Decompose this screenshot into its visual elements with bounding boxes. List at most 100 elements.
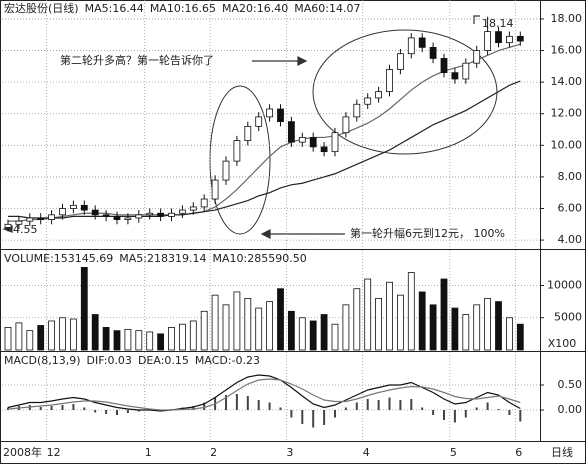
volume-bar (146, 331, 154, 351)
header-value: MA10:285590.50 (212, 252, 306, 265)
candle-body (157, 212, 165, 217)
volume-bar (15, 322, 23, 351)
volume-bar (407, 272, 415, 351)
volume-bar (124, 328, 132, 351)
volume-bar (375, 297, 383, 351)
volume-bar (484, 297, 492, 351)
candle-body (200, 198, 208, 208)
candle-body (516, 35, 524, 42)
candle-body (26, 217, 34, 222)
arrow-head (260, 229, 271, 239)
candle-body (451, 72, 459, 80)
y-tick-label: 8.00 (558, 170, 583, 183)
header-value: MA5:218319.14 (119, 252, 206, 265)
candle-body (462, 62, 470, 80)
candle-body (484, 31, 492, 51)
volume-bar (80, 267, 88, 351)
volume-bar (495, 301, 502, 351)
candle-body (353, 103, 361, 118)
volume-bar (200, 310, 208, 351)
candle-body (364, 97, 372, 105)
volume-bar (429, 304, 437, 351)
volume-bar (168, 327, 175, 351)
header-value: MACD:-0.23 (195, 354, 260, 367)
volume-bar (266, 301, 274, 351)
volume-bar (222, 304, 230, 351)
candle-body (266, 108, 274, 118)
volume-bar (516, 323, 524, 351)
volume-bar (113, 330, 121, 351)
volume-bar (353, 288, 361, 351)
candle-body (178, 209, 186, 214)
unit-label: X100 (548, 337, 577, 350)
panel-title: 宏达股份(日线) (4, 1, 79, 15)
volume-bar (91, 314, 99, 351)
volume-bar (440, 278, 448, 351)
volume-bar (4, 327, 12, 351)
candle-body (396, 53, 404, 70)
volume-bar (59, 317, 66, 351)
volume-bar (298, 317, 306, 351)
y-tick-label: 18.00 (551, 12, 583, 25)
x-tick-label: 1 (145, 446, 152, 459)
candle-body (168, 212, 175, 217)
candle-body (298, 137, 306, 143)
volume-bar (505, 317, 513, 351)
annotation: 第一轮升幅6元到12元， 100% (350, 226, 505, 240)
candle-body (146, 212, 154, 216)
volume-bar (320, 314, 328, 351)
candle-body (440, 58, 448, 74)
y-tick-label: 6.00 (558, 202, 583, 215)
candle-body (48, 214, 55, 220)
y-tick-label: 0.50 (558, 378, 583, 391)
arrow-head (297, 56, 308, 66)
y-tick-label: 10000 (547, 278, 582, 291)
header-value: MA20:16.40 (222, 2, 288, 15)
candle-body (124, 217, 132, 220)
y-tick-label: 16.00 (551, 44, 583, 57)
volume-bar (386, 281, 393, 351)
indicator-line (8, 80, 521, 219)
candle-body (342, 116, 350, 134)
candle-body (429, 46, 437, 59)
candle-body (135, 214, 143, 219)
candle-body (59, 208, 66, 216)
candle-body (189, 206, 197, 211)
candle-body (255, 116, 263, 127)
annotation: 第二轮升多高？第一轮告诉你了 (60, 53, 214, 67)
candle-body (37, 217, 45, 220)
candle-body (418, 37, 426, 48)
volume-bar (211, 294, 219, 351)
header-value: DIF:0.03 (87, 354, 132, 367)
volume-bar (26, 330, 34, 351)
volume-bar (287, 310, 295, 351)
candle-body (473, 50, 481, 64)
volume-bar (342, 304, 350, 351)
volume-bar (473, 304, 481, 351)
volume-bar (331, 323, 339, 351)
candle-body (375, 91, 383, 99)
x-tick-label: 4 (363, 446, 370, 459)
candle-body (91, 209, 99, 216)
candle-body (211, 179, 219, 200)
y-tick-label: 12.00 (551, 107, 583, 120)
highlight-ellipse (312, 29, 498, 155)
header-value: DEA:0.15 (138, 354, 189, 367)
y-tick-label: 5000 (554, 311, 582, 324)
candle-body (4, 223, 12, 228)
header-value: MA60:14.07 (294, 2, 360, 15)
volume-bar (70, 318, 77, 351)
volume-bar (37, 325, 45, 351)
volume-bar (178, 323, 186, 351)
candle-body (287, 121, 295, 143)
period-label: 日线 (551, 445, 573, 459)
candle-body (505, 35, 513, 44)
volume-bar (244, 297, 252, 351)
x-tick-label: 5 (450, 446, 457, 459)
volume-bar (309, 320, 317, 351)
x-tick-label: 6 (515, 446, 522, 459)
x-tick-label: 2008年 (3, 445, 42, 459)
header-value: MA5:16.44 (85, 2, 144, 15)
high-marker (473, 15, 480, 24)
